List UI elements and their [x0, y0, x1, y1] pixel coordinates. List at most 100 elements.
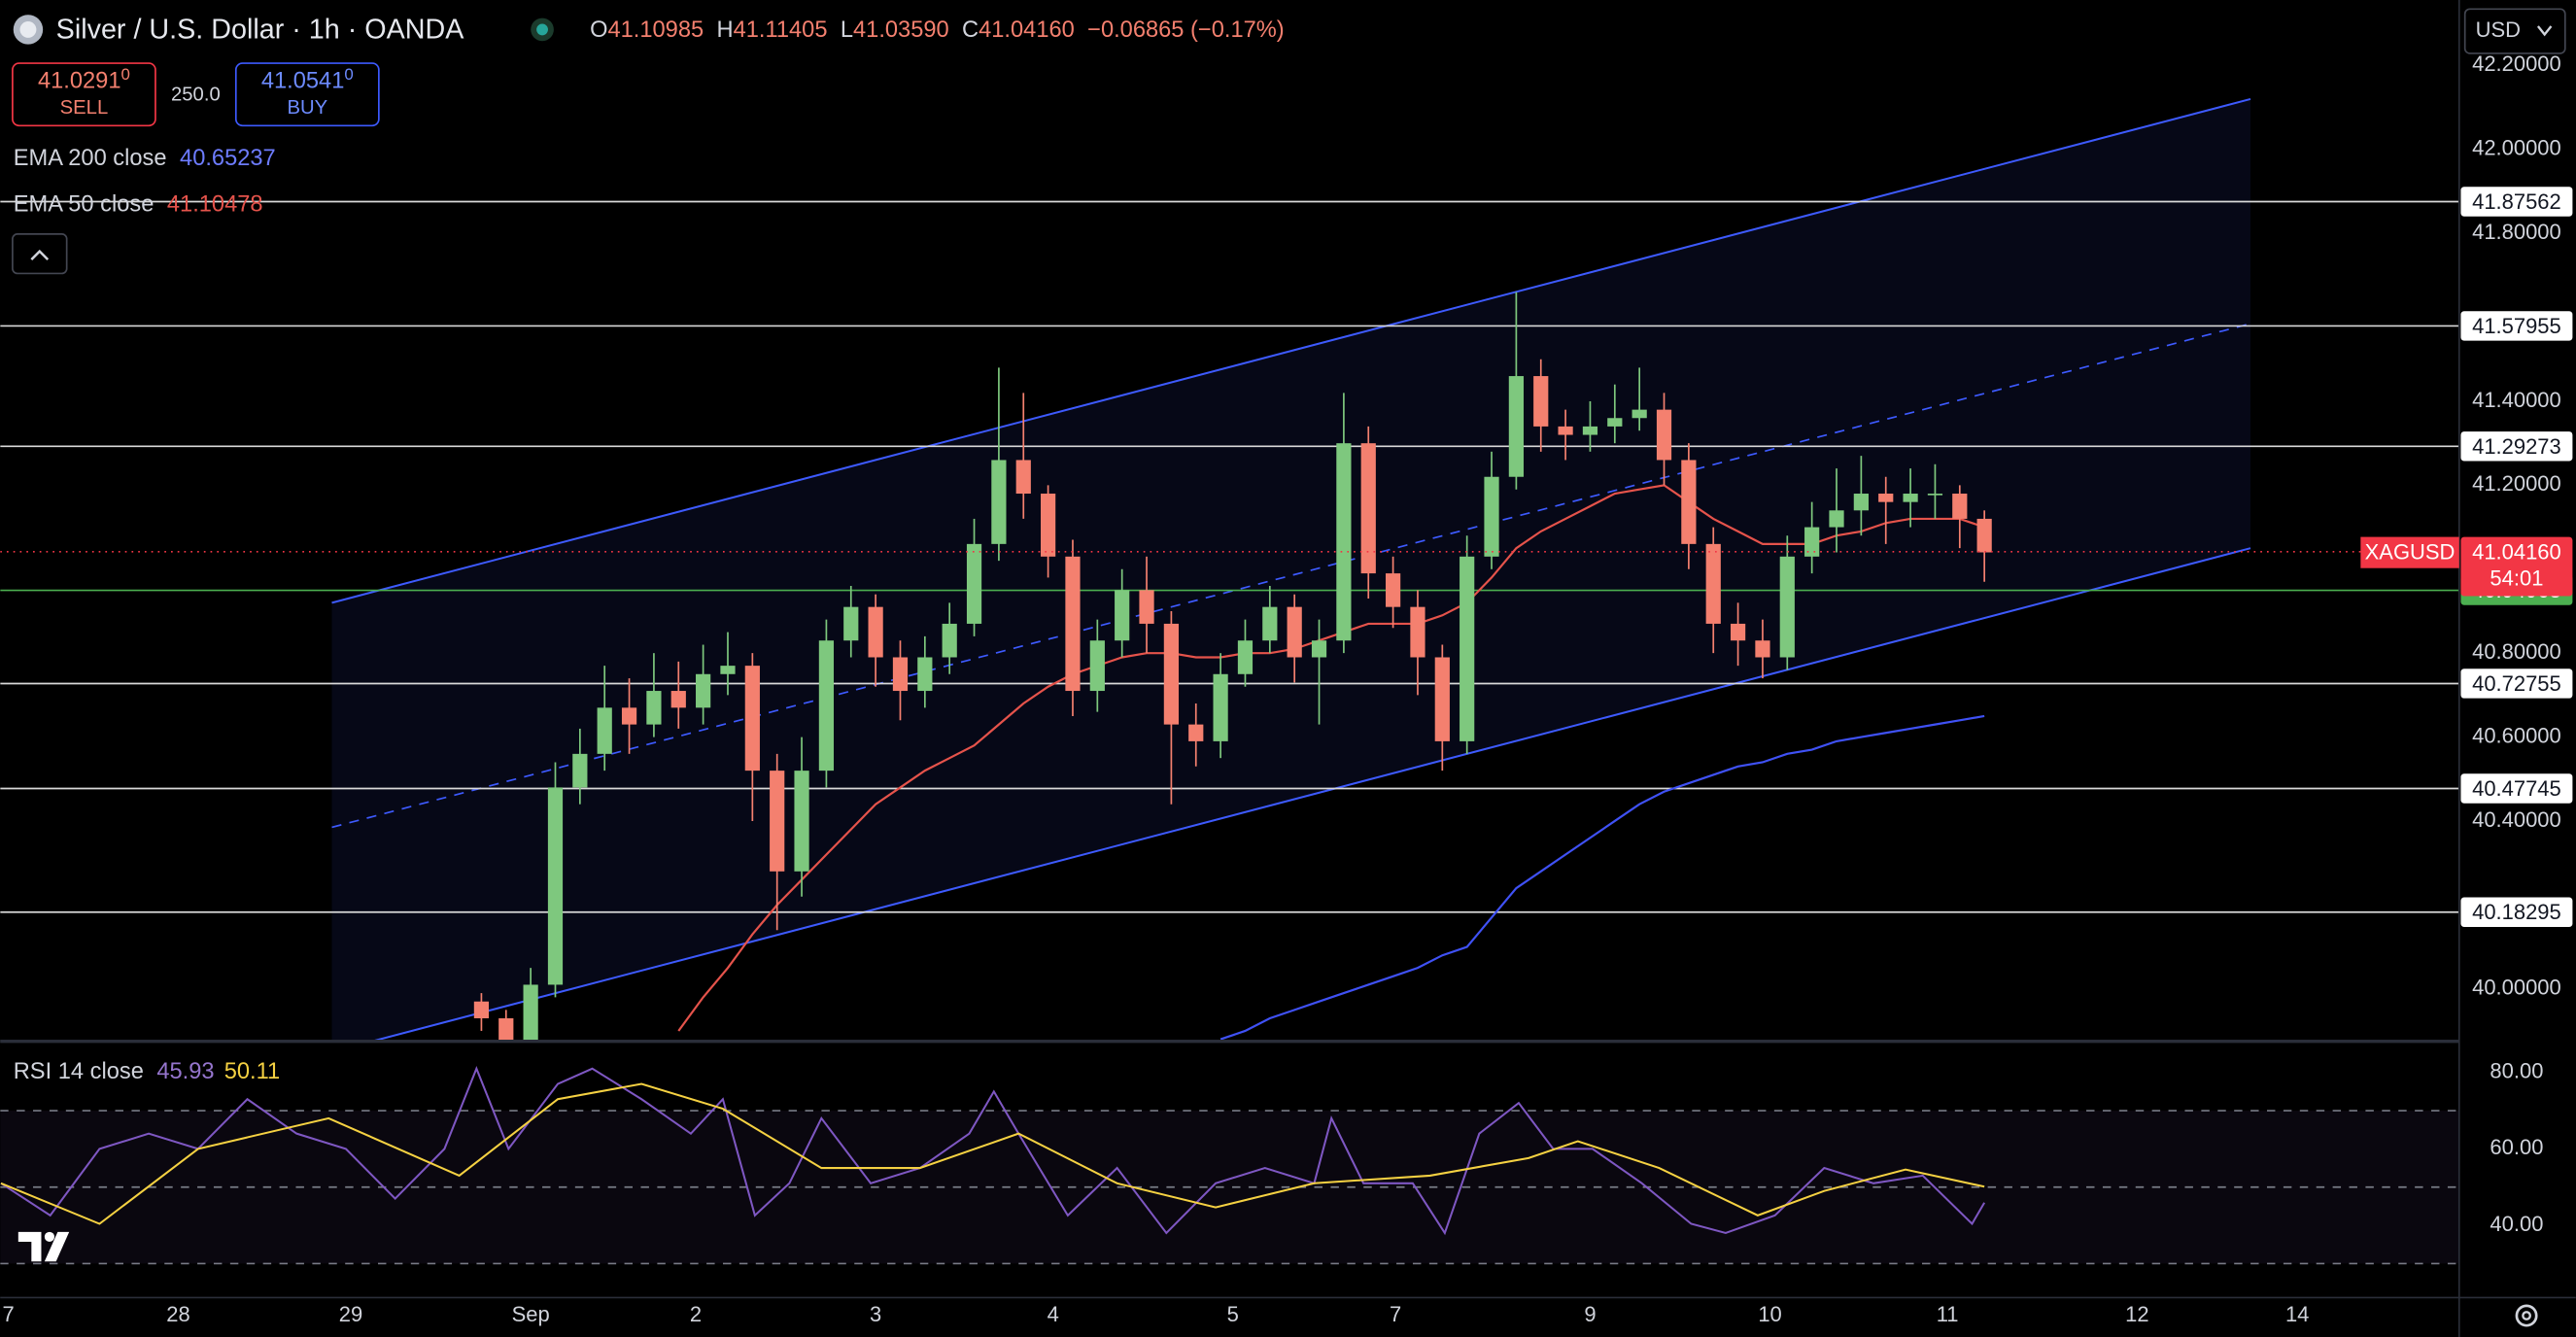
tv-logo-v[interactable]	[44, 1231, 70, 1262]
legend-name: EMA 50 close	[14, 192, 155, 218]
candle	[1065, 539, 1081, 716]
settings[interactable]	[2515, 1304, 2538, 1327]
buy-price-fraction[interactable]: 0	[344, 65, 353, 84]
candle-body	[1853, 494, 1869, 511]
candle	[1508, 291, 1524, 490]
ohlc-values: O41.10985 H41.11405 L41.03590 C41.04160 …	[590, 17, 1285, 43]
candle-body	[843, 606, 859, 641]
candle	[770, 753, 785, 931]
candle	[1213, 653, 1228, 759]
candle-body	[1336, 443, 1352, 641]
candle-body	[1015, 460, 1031, 495]
ohlc-change: −0.06865 (−0.17%)	[1087, 17, 1285, 43]
candle-body	[1607, 418, 1623, 427]
candle	[1139, 556, 1154, 654]
candle	[1582, 400, 1598, 452]
symbol-logo-inner	[19, 20, 37, 38]
y-tick-label: 41.80000	[2472, 220, 2561, 244]
buy-box[interactable]	[234, 62, 380, 127]
sell-price-fraction[interactable]: 0	[120, 65, 129, 84]
candle-body	[1434, 657, 1450, 741]
currency-selector[interactable]: USD	[2463, 8, 2566, 54]
tv-logo[interactable]	[17, 1231, 70, 1262]
buy-label[interactable]: BUY	[287, 97, 327, 119]
currency-box[interactable]	[2463, 8, 2566, 54]
candle-body	[1829, 510, 1844, 528]
collapse-button[interactable]	[12, 233, 68, 275]
buy-button[interactable]: 41.05410 BUY	[234, 62, 380, 127]
candle	[1484, 451, 1499, 569]
candle-body	[1089, 640, 1105, 692]
ohlc-value: 41.10985	[607, 17, 704, 43]
candle-body	[1115, 590, 1130, 641]
channel-median	[331, 323, 2251, 829]
candle-body	[1927, 494, 1943, 496]
candle	[597, 666, 612, 771]
candle-body	[1287, 606, 1302, 658]
ohlc-key: H	[716, 17, 733, 43]
candle	[1385, 556, 1401, 629]
x-tick-label: 12	[2125, 1302, 2148, 1326]
candle	[572, 728, 588, 805]
level-label: 41.57955	[2472, 314, 2561, 338]
legend-name: RSI 14 close	[14, 1059, 144, 1084]
candle-body	[1903, 494, 1918, 502]
buy-price[interactable]: 41.05410	[261, 65, 354, 94]
tv-logo-dot[interactable]	[44, 1231, 54, 1242]
sell-label[interactable]: SELL	[60, 97, 109, 119]
x-tick-label: 29	[339, 1302, 362, 1326]
candle-body	[523, 984, 538, 1041]
candle	[1976, 510, 1992, 582]
level-label-box	[2460, 187, 2573, 217]
candle	[1779, 535, 1795, 670]
symbol-title: Silver / U.S. Dollar · 1h · OANDA	[56, 15, 465, 46]
settings-gear[interactable]	[2515, 1304, 2538, 1327]
tv-logo-t[interactable]	[17, 1231, 42, 1262]
sell-box[interactable]	[12, 62, 156, 127]
candle	[744, 653, 760, 821]
ohlc-value: 41.03590	[853, 17, 949, 43]
candle	[670, 661, 686, 729]
last-price-label: 41.04160	[2472, 539, 2561, 564]
candle	[498, 1010, 514, 1041]
currency-label[interactable]: USD	[2476, 17, 2521, 42]
sell-button[interactable]: 41.02910 SELL	[12, 62, 156, 127]
candle	[1804, 501, 1820, 574]
candle-body	[1681, 460, 1697, 544]
candle	[1533, 359, 1549, 452]
sell-price[interactable]: 41.02910	[38, 65, 130, 94]
candle	[1434, 644, 1450, 771]
candle-body	[770, 771, 785, 872]
candle	[1460, 535, 1475, 754]
candle	[696, 644, 711, 725]
y-tick-label: 40.80000	[2472, 639, 2561, 664]
candle	[1755, 619, 1770, 679]
x-tick-label: 4	[1048, 1302, 1059, 1326]
candle-body	[1582, 426, 1598, 435]
collapse-legend[interactable]	[12, 233, 68, 275]
candle-body	[621, 707, 637, 725]
level-label: 41.87562	[2472, 189, 2561, 214]
rsi-ma-line	[0, 1082, 1985, 1225]
candle	[1015, 393, 1031, 519]
collapse-icon[interactable]	[30, 249, 50, 260]
candle-body	[1410, 606, 1425, 658]
settings-hub[interactable]	[2522, 1311, 2531, 1320]
candle	[1188, 703, 1204, 767]
candle	[1041, 485, 1056, 578]
candle-body	[868, 606, 883, 658]
level-label: 40.47745	[2472, 776, 2561, 801]
candle-body	[1163, 623, 1180, 725]
candle-body	[1139, 590, 1154, 624]
currency-chevron[interactable]	[2536, 25, 2553, 37]
sell-price-main[interactable]: 41.0291	[38, 69, 121, 94]
ema-line	[677, 484, 1985, 1032]
candle-body	[991, 460, 1007, 544]
candle	[1607, 384, 1623, 444]
buy-price-main[interactable]: 41.0541	[261, 69, 345, 94]
candle	[1705, 527, 1721, 654]
candle-body	[1237, 640, 1254, 674]
candle	[843, 586, 859, 658]
price-pane	[0, 97, 2459, 1041]
